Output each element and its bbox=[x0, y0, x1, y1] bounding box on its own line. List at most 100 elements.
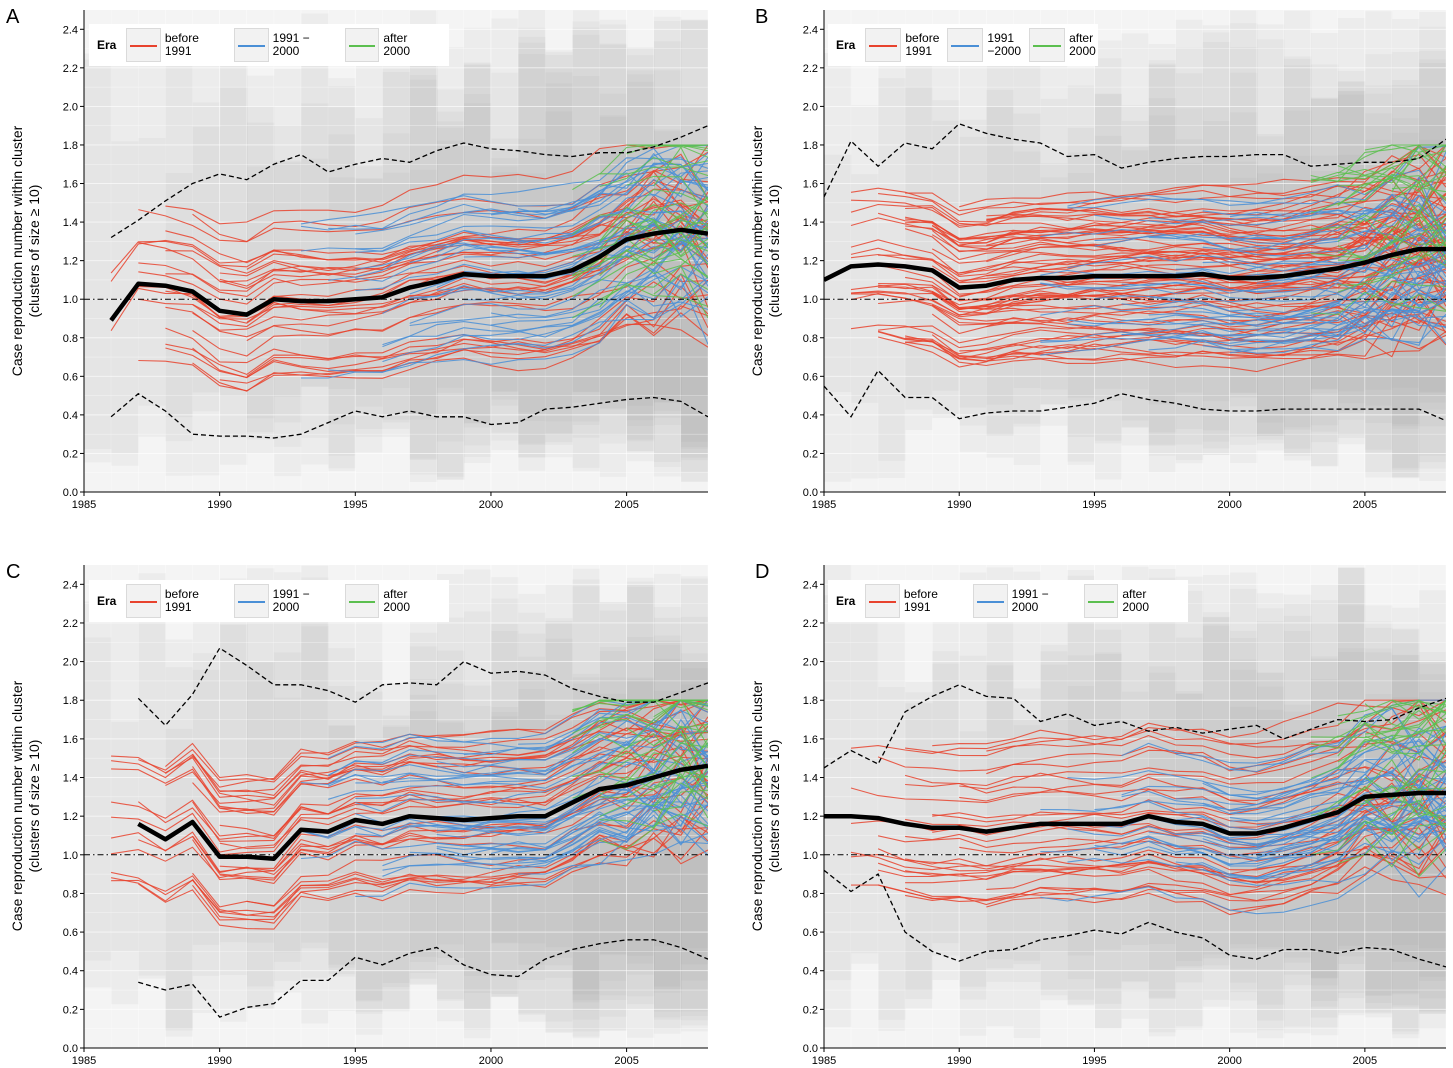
legend-key-1991-2000: 1991 − 2000 bbox=[234, 584, 341, 618]
trajectory-after-2000 bbox=[1337, 146, 1446, 180]
trajectory-1991-2000 bbox=[1094, 209, 1446, 245]
trajectory-1991-2000 bbox=[1067, 232, 1446, 274]
trajectory-1991-2000 bbox=[1175, 232, 1446, 278]
trajectory-after-2000 bbox=[572, 224, 708, 276]
mean-line bbox=[109, 227, 708, 322]
trajectory-1991-2000 bbox=[1148, 282, 1446, 352]
trajectory-1991-2000 bbox=[355, 170, 708, 250]
trajectory-band bbox=[219, 87, 248, 465]
legend: Era before 1991 1991 − 2000 after 2000 bbox=[828, 580, 1188, 622]
trajectory-before-1991 bbox=[165, 279, 708, 378]
y-tick-label: 1.6 bbox=[63, 179, 78, 191]
panel-a: A Case reproduction number within cluste… bbox=[0, 0, 726, 530]
trajectory-after-2000 bbox=[1337, 713, 1446, 763]
y-tick-label: 0.6 bbox=[63, 927, 78, 939]
trajectory-1991-2000 bbox=[382, 796, 708, 871]
trajectory-1991-2000 bbox=[1040, 862, 1446, 915]
trajectory-band bbox=[246, 600, 275, 943]
y-tick-label: 2.2 bbox=[803, 63, 818, 75]
trajectory-after-2000 bbox=[1337, 721, 1446, 757]
legend-key-before-1991: before 1991 bbox=[126, 584, 230, 618]
upper-quantile-line bbox=[110, 125, 708, 239]
trajectory-1991-2000 bbox=[1202, 751, 1446, 811]
trajectory-1991-2000 bbox=[1229, 193, 1446, 240]
legend-swatch bbox=[1083, 584, 1119, 618]
trajectory-band bbox=[409, 632, 438, 973]
trajectory-before-1991 bbox=[192, 781, 708, 908]
y-tick-label: 0.8 bbox=[63, 888, 78, 900]
trajectory-band bbox=[1175, 108, 1204, 417]
x-tick-label: 1985 bbox=[812, 499, 836, 511]
trajectory-1991-2000 bbox=[1040, 262, 1446, 342]
trajectory-before-1991 bbox=[850, 744, 1446, 812]
y-tick-label: 0.2 bbox=[803, 448, 818, 460]
x-tick-label: 1985 bbox=[72, 499, 96, 511]
x-tick-label: 1995 bbox=[1082, 499, 1106, 511]
x-tick-label: 2005 bbox=[614, 1055, 638, 1067]
x-tick-label: 1995 bbox=[1082, 1055, 1106, 1067]
trajectory-band bbox=[878, 687, 906, 1020]
trajectory-after-2000 bbox=[1310, 699, 1446, 753]
y-tick-label: 1.0 bbox=[63, 294, 78, 306]
trajectory-band bbox=[986, 106, 1014, 436]
panel-b: B Case reproduction number within cluste… bbox=[740, 0, 1453, 530]
trajectory-band bbox=[1202, 574, 1231, 966]
trajectory-band bbox=[165, 62, 194, 476]
trajectory-1991-2000 bbox=[490, 284, 708, 326]
trajectory-after-2000 bbox=[599, 789, 708, 850]
trajectory-band bbox=[518, 656, 546, 971]
legend-label: 1991 −2000 bbox=[987, 31, 1022, 58]
trajectory-1991-2000 bbox=[300, 765, 708, 860]
trajectory-before-1991 bbox=[165, 272, 708, 364]
y-tick-label: 2.4 bbox=[63, 24, 78, 36]
trajectory-band bbox=[192, 102, 221, 412]
legend-key-1991-2000: 1991 −2000 bbox=[947, 28, 1025, 62]
trajectory-before-1991 bbox=[111, 756, 708, 879]
legend: Era before 1991 1991 − 2000 after 2000 bbox=[89, 580, 449, 622]
legend-label: 1991 − 2000 bbox=[1011, 587, 1049, 614]
trajectory-after-2000 bbox=[1337, 175, 1446, 202]
panel-letter: B bbox=[755, 6, 769, 28]
trajectory-before-1991 bbox=[219, 188, 708, 283]
trajectory-before-1991 bbox=[931, 258, 1446, 315]
trajectory-band bbox=[932, 120, 960, 419]
trajectory-after-2000 bbox=[1337, 166, 1446, 216]
trajectory-1991-2000 bbox=[327, 718, 708, 787]
y-tick-label: 0.2 bbox=[63, 448, 78, 460]
trajectory-band bbox=[1148, 736, 1177, 998]
trajectory-1991-2000 bbox=[1094, 817, 1446, 866]
legend-title: Era bbox=[836, 38, 856, 52]
y-tick-label: 0.4 bbox=[803, 410, 818, 422]
y-tick-label: 1.4 bbox=[63, 217, 78, 229]
trajectory-before-1991 bbox=[165, 728, 708, 804]
legend-title: Era bbox=[97, 38, 117, 52]
trajectory-before-1991 bbox=[165, 151, 708, 274]
trajectory-1991-2000 bbox=[1256, 796, 1446, 857]
trajectory-1991-2000 bbox=[1067, 814, 1446, 879]
trajectory-1991-2000 bbox=[328, 157, 708, 230]
y-tick-label: 1.6 bbox=[803, 734, 818, 746]
trajectory-band bbox=[824, 565, 852, 1027]
trajectory-1991-2000 bbox=[436, 270, 708, 341]
trajectory-after-2000 bbox=[1391, 208, 1446, 259]
y-tick-label: 1.8 bbox=[803, 695, 818, 707]
trajectory-1991-2000 bbox=[409, 238, 708, 299]
lower-quantile-line bbox=[138, 939, 708, 1018]
trajectory-before-1991 bbox=[877, 304, 1446, 360]
plot-area bbox=[84, 565, 708, 1048]
y-tick-label: 0.4 bbox=[63, 966, 78, 978]
trajectory-band bbox=[1202, 25, 1231, 455]
x-tick-label: 2005 bbox=[1353, 499, 1377, 511]
trajectory-band bbox=[328, 85, 356, 456]
trajectory-1991-2000 bbox=[518, 193, 708, 245]
y-tick-label: 1.8 bbox=[63, 695, 78, 707]
panel-letter: D bbox=[755, 561, 770, 583]
trajectory-band bbox=[932, 612, 960, 944]
trajectory-after-2000 bbox=[1310, 799, 1446, 856]
trajectory-1991-2000 bbox=[518, 204, 708, 276]
trajectory-after-2000 bbox=[1337, 804, 1446, 844]
trajectory-band bbox=[1283, 603, 1312, 1034]
trajectory-1991-2000 bbox=[1040, 800, 1446, 867]
trajectory-after-2000 bbox=[1310, 215, 1446, 259]
trajectory-1991-2000 bbox=[355, 147, 708, 235]
